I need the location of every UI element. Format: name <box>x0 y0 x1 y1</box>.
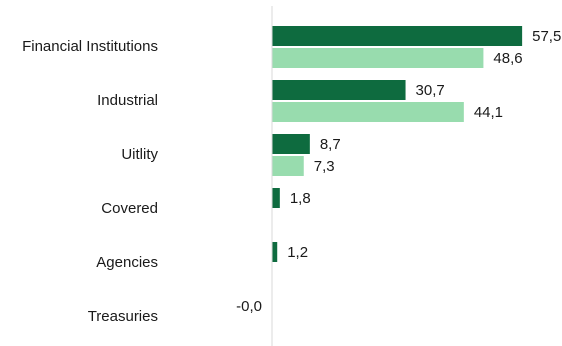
bar-series-1 <box>272 26 523 46</box>
value-label-series-2: 7,3 <box>314 158 335 175</box>
bar-series-1 <box>272 134 310 154</box>
value-label-series-2: 48,6 <box>493 50 522 67</box>
category-label: Uitlity <box>121 146 158 163</box>
bar-series-1 <box>272 80 406 100</box>
labels-layer: Financial Institutions 57,5 48,6 Industrial… <box>22 28 561 325</box>
value-label-series-1: -0,0 <box>236 298 262 315</box>
value-label-series-1: 30,7 <box>416 82 445 99</box>
category-label: Treasuries <box>88 308 158 325</box>
value-label-series-1: 1,2 <box>287 244 308 261</box>
bar-series-2 <box>272 48 484 68</box>
bars-layer <box>272 26 523 262</box>
bar-series-1 <box>272 188 280 208</box>
bar-series-1 <box>272 242 278 262</box>
value-label-series-1: 8,7 <box>320 136 341 153</box>
category-label: Agencies <box>96 254 158 271</box>
value-label-series-1: 57,5 <box>532 28 561 45</box>
value-label-series-1: 1,8 <box>290 190 311 207</box>
bar-series-2 <box>272 102 464 122</box>
bar-series-2 <box>272 156 304 176</box>
category-label: Industrial <box>97 92 158 109</box>
category-label: Covered <box>101 200 158 217</box>
value-label-series-2: 44,1 <box>474 104 503 121</box>
category-label: Financial Institutions <box>22 38 158 55</box>
